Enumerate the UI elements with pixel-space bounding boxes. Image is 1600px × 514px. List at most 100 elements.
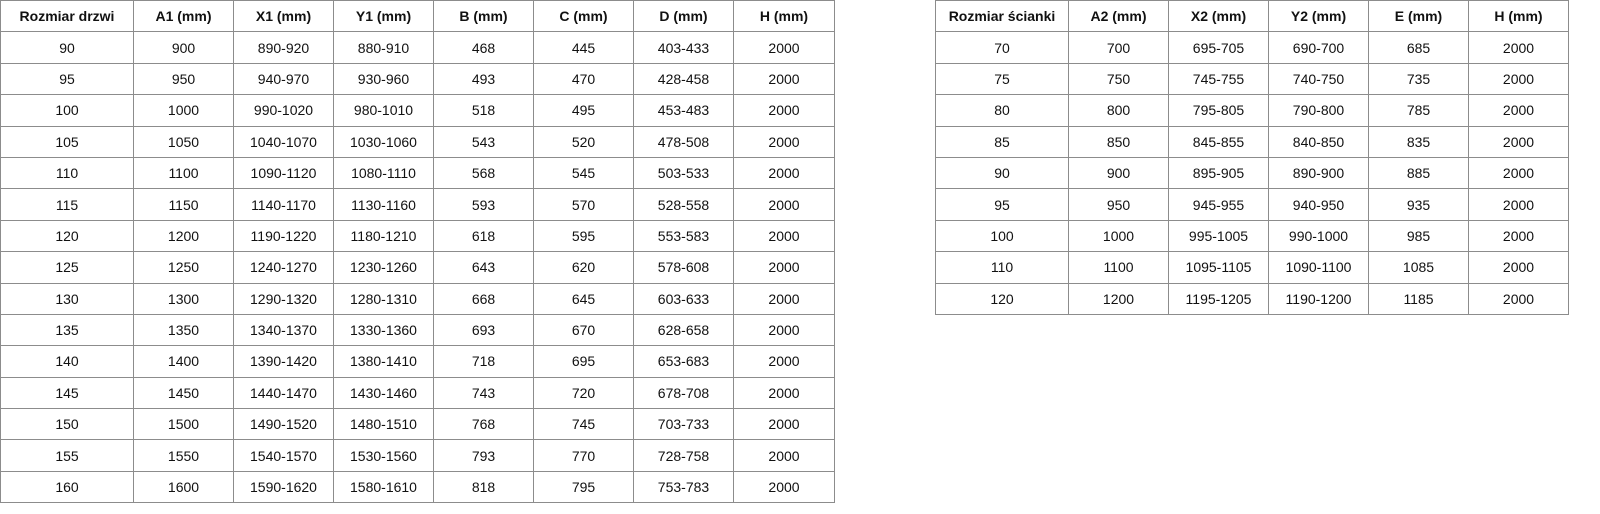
- column-header: H (mm): [1468, 0, 1569, 33]
- table-cell: 643: [433, 251, 534, 284]
- table-cell: 95: [935, 188, 1069, 221]
- table-cell: 818: [433, 470, 534, 504]
- door-size-table: Rozmiar drzwi A1 (mm) X1 (mm) Y1 (mm) B (mm)…: [0, 0, 835, 504]
- table-row: 155 1550 1540-1570 1530-1560 793 770 728-758 20…: [0, 439, 835, 472]
- table-cell: 2000: [733, 94, 835, 127]
- table-cell: 840-850: [1268, 125, 1369, 158]
- table-cell: 2000: [733, 156, 835, 190]
- table-cell: 1040-1070: [233, 125, 334, 158]
- table-cell: 1100: [1068, 251, 1169, 284]
- table-cell: 678-708: [633, 376, 734, 410]
- table-cell: 1095-1105: [1168, 251, 1269, 284]
- table-cell: 95: [0, 62, 134, 96]
- table-cell: 1130-1160: [333, 188, 434, 221]
- table-cell: 995-1005: [1168, 219, 1269, 253]
- column-header: Y1 (mm): [333, 0, 434, 33]
- table-cell: 85: [935, 125, 1069, 158]
- table-cell: 1195-1205: [1168, 282, 1269, 315]
- table-cell: 1340-1370: [233, 313, 334, 347]
- table-cell: 695-705: [1168, 31, 1269, 64]
- table-cell: 1090-1100: [1268, 251, 1369, 284]
- table-row: 75 750 745-755 740-750 735 2000: [935, 62, 1569, 96]
- table-cell: 75: [935, 62, 1069, 96]
- table-cell: 1330-1360: [333, 313, 434, 347]
- table-cell: 703-733: [633, 408, 734, 441]
- table-cell: 603-633: [633, 282, 734, 315]
- table-cell: 785: [1368, 94, 1469, 127]
- table-row: 100 1000 990-1020 980-1010 518 495 453-483 2000: [0, 94, 835, 127]
- table-cell: 745: [533, 408, 634, 441]
- table-cell: 670: [533, 313, 634, 347]
- table-cell: 668: [433, 282, 534, 315]
- table-row: 80 800 795-805 790-800 785 2000: [935, 94, 1569, 127]
- table-cell: 150: [0, 408, 134, 441]
- table-cell: 135: [0, 313, 134, 347]
- table-cell: 1080-1110: [333, 156, 434, 190]
- table-cell: 940-950: [1268, 188, 1369, 221]
- table-row: 95 950 940-970 930-960 493 470 428-458 2000: [0, 62, 835, 96]
- table-cell: 1190-1200: [1268, 282, 1369, 315]
- table-cell: 950: [1068, 188, 1169, 221]
- table-row: 85 850 845-855 840-850 835 2000: [935, 125, 1569, 158]
- table-cell: 1250: [133, 251, 234, 284]
- table-cell: 2000: [733, 188, 835, 221]
- table-cell: 690-700: [1268, 31, 1369, 64]
- table-cell: 2000: [733, 62, 835, 96]
- table-cell: 980-1010: [333, 94, 434, 127]
- table-cell: 115: [0, 188, 134, 221]
- table-cell: 1200: [133, 219, 234, 253]
- table-cell: 518: [433, 94, 534, 127]
- table-cell: 2000: [1468, 282, 1569, 315]
- table-row: 90 900 890-920 880-910 468 445 403-433 2000: [0, 31, 835, 64]
- table-cell: 793: [433, 439, 534, 472]
- table-cell: 930-960: [333, 62, 434, 96]
- table-cell: 100: [0, 94, 134, 127]
- table-row: 120 1200 1195-1205 1190-1200 1185 2000: [935, 282, 1569, 315]
- table-cell: 110: [935, 251, 1069, 284]
- table-cell: 90: [935, 156, 1069, 190]
- table-cell: 2000: [733, 282, 835, 315]
- table-cell: 445: [533, 31, 634, 64]
- table-cell: 470: [533, 62, 634, 96]
- column-header: C (mm): [533, 0, 634, 33]
- table-cell: 568: [433, 156, 534, 190]
- table-cell: 130: [0, 282, 134, 315]
- table-cell: 2000: [1468, 156, 1569, 190]
- table-cell: 478-508: [633, 125, 734, 158]
- table-cell: 1150: [133, 188, 234, 221]
- table-header-row: Rozmiar drzwi A1 (mm) X1 (mm) Y1 (mm) B (mm)…: [0, 0, 835, 33]
- table-cell: 160: [0, 470, 134, 504]
- table-cell: 1000: [1068, 219, 1169, 253]
- table-cell: 1290-1320: [233, 282, 334, 315]
- table-cell: 880-910: [333, 31, 434, 64]
- column-header: A2 (mm): [1068, 0, 1169, 33]
- table-cell: 1050: [133, 125, 234, 158]
- table-cell: 453-483: [633, 94, 734, 127]
- table-cell: 403-433: [633, 31, 734, 64]
- table-cell: 595: [533, 219, 634, 253]
- table-cell: 695: [533, 345, 634, 378]
- table-cell: 2000: [733, 408, 835, 441]
- table-row: 135 1350 1340-1370 1330-1360 693 670 628-658 20…: [0, 313, 835, 347]
- table-cell: 940-970: [233, 62, 334, 96]
- column-header: B (mm): [433, 0, 534, 33]
- table-cell: 120: [935, 282, 1069, 315]
- table-cell: 2000: [733, 219, 835, 253]
- table-cell: 645: [533, 282, 634, 315]
- wall-size-table: Rozmiar ścianki A2 (mm) X2 (mm) Y2 (mm) E (m…: [935, 0, 1569, 315]
- table-cell: 145: [0, 376, 134, 410]
- table-cell: 543: [433, 125, 534, 158]
- table-cell: 885: [1368, 156, 1469, 190]
- table-cell: 1540-1570: [233, 439, 334, 472]
- table-cell: 718: [433, 345, 534, 378]
- table-cell: 1480-1510: [333, 408, 434, 441]
- table-cell: 1090-1120: [233, 156, 334, 190]
- table-cell: 790-800: [1268, 94, 1369, 127]
- table-cell: 1100: [133, 156, 234, 190]
- table-cell: 753-783: [633, 470, 734, 504]
- table-cell: 900: [133, 31, 234, 64]
- table-cell: 2000: [1468, 188, 1569, 221]
- table-cell: 800: [1068, 94, 1169, 127]
- column-header: X2 (mm): [1168, 0, 1269, 33]
- table-row: 150 1500 1490-1520 1480-1510 768 745 703-733 20…: [0, 408, 835, 441]
